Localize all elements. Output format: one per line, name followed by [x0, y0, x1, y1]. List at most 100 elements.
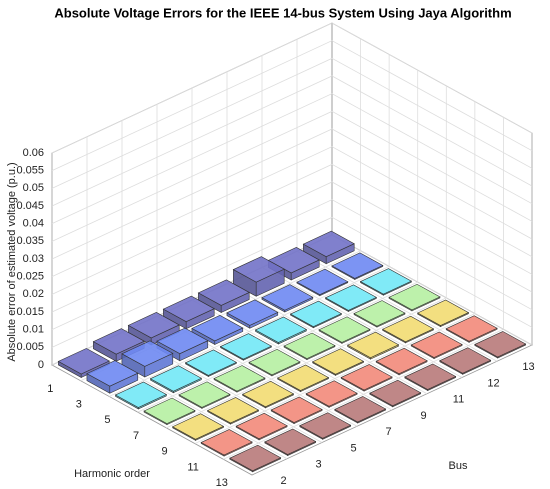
bar-top	[191, 315, 244, 342]
bar	[331, 252, 384, 280]
bar	[162, 295, 215, 330]
bar	[261, 284, 314, 313]
bar	[241, 380, 295, 409]
bar-top	[229, 444, 282, 472]
grid-line	[51, 146, 533, 278]
bar-top	[261, 284, 314, 311]
z-tick-label: 0.045	[16, 200, 44, 212]
bar	[171, 413, 225, 441]
bar	[178, 381, 231, 409]
bar	[410, 331, 463, 360]
bar-top	[340, 364, 393, 391]
bar-top	[369, 379, 422, 407]
bar	[143, 397, 196, 426]
bar-top	[388, 283, 441, 311]
grid-line	[51, 128, 533, 260]
bar-top	[232, 256, 285, 283]
bar-top	[178, 381, 231, 408]
bar	[200, 429, 253, 457]
bar-top	[226, 299, 279, 326]
grid-line	[51, 199, 533, 331]
x-tick-label: 3	[76, 398, 82, 410]
bar-top	[445, 315, 498, 342]
bar-top	[331, 252, 384, 279]
bar	[191, 315, 244, 345]
x-tick-label: 9	[162, 446, 168, 458]
bar	[86, 360, 139, 394]
z-tick-label: 0.055	[16, 165, 44, 177]
bar-top	[57, 348, 110, 375]
bar	[381, 315, 435, 344]
bar	[184, 349, 238, 377]
grid-line	[51, 22, 533, 154]
bar-top	[416, 299, 470, 326]
z-tick-label: 0.025	[16, 271, 44, 283]
bar	[276, 364, 330, 393]
bar-top	[474, 331, 527, 358]
bar-top	[283, 332, 336, 359]
bar-top	[404, 363, 457, 390]
bar	[404, 363, 457, 392]
bar	[121, 340, 174, 378]
bar-top	[375, 347, 428, 375]
z-tick-label: 0	[38, 359, 44, 371]
bar	[305, 380, 358, 408]
bar-top	[299, 412, 352, 439]
bar	[235, 412, 288, 441]
grid-line	[51, 93, 533, 225]
bar	[213, 365, 266, 393]
bar-top	[381, 315, 435, 343]
bar-top	[171, 413, 225, 440]
y-tick-label: 13	[522, 361, 534, 373]
bar	[232, 256, 285, 297]
y-tick-label: 12	[487, 377, 499, 389]
z-tick-label: 0.04	[23, 218, 44, 230]
grid-line	[51, 40, 533, 172]
bar	[318, 316, 371, 344]
bar-top	[289, 300, 343, 327]
bar	[375, 347, 428, 376]
chart-title: Absolute Voltage Errors for the IEEE 14-…	[54, 5, 511, 20]
x-tick-label: 11	[187, 461, 198, 473]
grid-line	[51, 110, 533, 242]
bar-top	[439, 347, 492, 374]
z-tick-label: 0.06	[23, 147, 44, 159]
bar-top	[219, 333, 273, 360]
bar-top	[213, 365, 266, 392]
bar-top	[241, 380, 295, 408]
grid-line	[51, 57, 533, 189]
bar	[416, 299, 470, 328]
z-axis-label: Absolute error of estimated voltage (p.u…	[6, 162, 18, 361]
x-axis-label: Harmonic order	[74, 468, 150, 480]
x-tick-label: 7	[133, 430, 139, 442]
bar-top	[254, 316, 308, 343]
bar-top	[410, 331, 463, 358]
bar	[439, 347, 492, 375]
bar	[127, 312, 180, 346]
bar	[264, 428, 317, 457]
bar-top	[264, 428, 317, 455]
bar	[229, 444, 282, 473]
bar-top	[197, 279, 250, 306]
bar	[324, 284, 378, 312]
bar-top	[311, 348, 365, 375]
grid-line	[51, 216, 533, 348]
bar-top	[156, 327, 209, 355]
bar	[270, 396, 323, 425]
x-tick-label: 5	[104, 414, 110, 426]
x-tick-label: 1	[47, 383, 53, 395]
bar	[197, 279, 250, 314]
bar	[359, 268, 413, 296]
bar	[248, 348, 301, 377]
bar	[226, 299, 279, 329]
z-tick-label: 0.05	[23, 182, 44, 194]
y-axis-label: Bus	[449, 460, 468, 472]
bar	[114, 381, 168, 410]
bar-top	[114, 381, 168, 408]
bar	[445, 315, 498, 343]
z-tick-label: 0.015	[16, 306, 44, 318]
y-tick-label: 3	[315, 459, 321, 471]
bar-top	[143, 397, 196, 424]
bar-top	[184, 349, 238, 376]
